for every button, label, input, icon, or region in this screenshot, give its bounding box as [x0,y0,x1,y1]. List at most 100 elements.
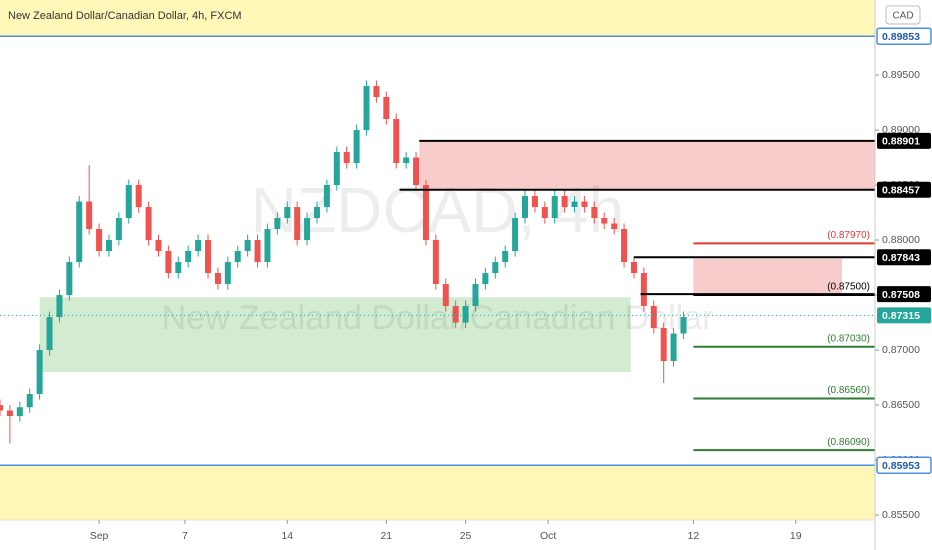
y-tick-label: 0.85500 [882,509,920,521]
price-label-box [876,456,932,474]
x-tick-label: 7 [182,530,188,542]
target-label: (0.87030) [827,333,870,344]
x-tick-label: Sep [90,530,109,542]
y-tick-label: 0.86500 [882,399,920,411]
candle-body [660,328,667,362]
candle-body [452,306,459,323]
candle-body [383,97,390,120]
candle-body [462,306,469,323]
candle-body [512,218,519,252]
watermark-subtitle: New Zealand Dollar/Canadian Dollar [162,299,714,337]
candle-body [333,152,340,186]
candle-body [185,251,192,263]
candle-body [234,251,241,263]
price-label: 0.88901 [882,136,920,148]
candle-body [26,394,33,408]
candle-body [591,207,598,219]
candle-body [413,157,420,186]
candle-body [214,273,221,285]
candle-body [145,207,152,241]
chart-title: New Zealand Dollar/Canadian Dollar, 4h, … [8,10,242,22]
candle-body [353,130,360,164]
y-tick-label: 0.89000 [882,124,920,136]
x-tick-label: 25 [460,530,472,542]
target-label: (0.86560) [827,385,870,396]
candle-body [96,229,103,252]
candle-body [16,407,23,417]
candle-body [264,229,271,263]
price-label: 0.87508 [882,289,920,301]
candle-body [640,273,647,307]
y-tick-label: 0.87000 [882,344,920,356]
candle-body [630,262,637,274]
candle-body [343,152,350,164]
candle-body [0,405,3,411]
candle-body [442,284,449,307]
price-label: 0.89853 [882,31,920,43]
target-label: (0.87500) [827,282,870,293]
candle-body [86,201,93,230]
candle-body [46,317,53,351]
y-tick-label: 0.89500 [882,69,920,81]
price-label-box [877,286,931,303]
candle-body [522,196,528,219]
candle-body [244,240,251,252]
candle-body [373,86,380,98]
price-label: 0.85953 [882,460,920,472]
candle-body [284,207,291,219]
target-label: (0.87970) [827,230,870,241]
candle-body [561,196,568,208]
x-tick-label: 14 [281,530,293,542]
candle-body [205,240,212,274]
highlight-band [0,0,875,37]
candle-body [115,218,122,241]
x-tick-label: 12 [688,530,700,542]
candle-body [224,262,231,285]
x-tick-label: Oct [540,530,556,542]
highlight-band [0,465,875,520]
price-label: 0.87315 [882,310,920,322]
candle-body [6,410,13,417]
candle-body [680,317,687,334]
candle-body [650,306,657,329]
candle-body [105,240,112,252]
candle-body [254,240,261,263]
candle-body [393,119,400,164]
candle-body [502,251,509,263]
candle-body [403,157,410,164]
candle-body [175,262,182,274]
candle-body [294,207,301,241]
zone [419,140,875,190]
candle-body [274,218,281,230]
candle-body [611,223,618,230]
candle-body [472,284,479,307]
candle-body [492,262,499,274]
price-label-box [877,181,931,198]
price-label-box [877,249,931,266]
price-label: 0.87843 [882,252,920,264]
candle-body [304,218,311,241]
candle-body [36,350,43,395]
candle-body [195,240,202,252]
candle-body [670,333,677,362]
candle-body [621,229,628,263]
candle-body [363,86,370,131]
candle-body [551,196,558,219]
zone [39,297,631,373]
candle-body [76,201,83,263]
candle-body [581,201,588,208]
watermark: NZDCAD, 4h [251,174,624,246]
x-tick-label: 21 [380,530,392,542]
target-label: (0.86090) [827,437,870,448]
price-label-box [877,132,931,149]
candle-body [482,273,489,285]
currency-box [885,5,921,25]
zone [693,258,842,296]
candle-body [155,240,162,252]
candle-body [323,185,330,208]
candle-body [135,185,142,208]
x-tick-label: 19 [790,530,802,542]
price-label-box [877,307,931,324]
candle-body [531,196,538,208]
price-label-box [876,27,932,45]
